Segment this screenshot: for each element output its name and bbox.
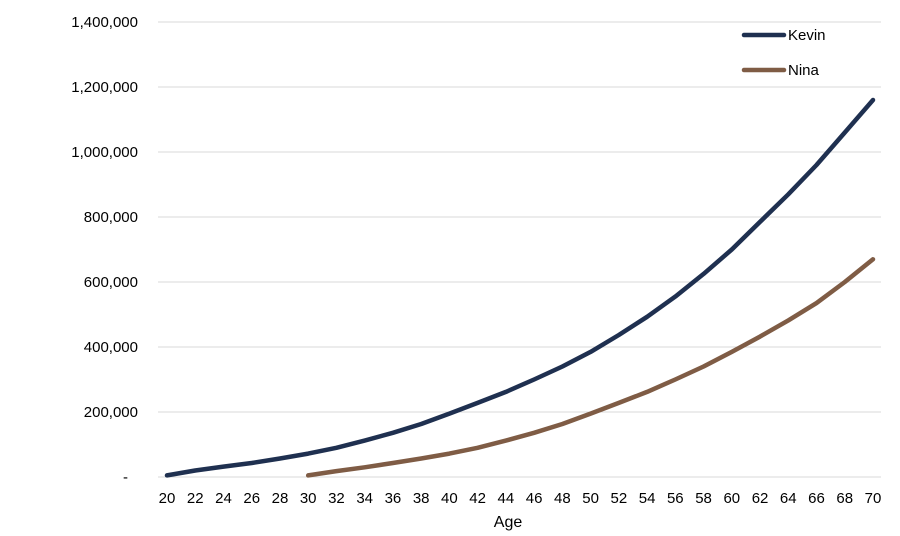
x-tick-label: 60 — [723, 490, 740, 507]
x-tick-label: 40 — [441, 490, 458, 507]
x-tick-label: 70 — [865, 490, 882, 507]
x-tick-label: 42 — [469, 490, 486, 507]
x-tick-label: 66 — [808, 490, 825, 507]
x-tick-label: 28 — [272, 490, 289, 507]
x-tick-label: 64 — [780, 490, 797, 507]
gridlines — [158, 21, 881, 478]
x-tick-label: 32 — [328, 490, 345, 507]
legend: Kevin Nina — [741, 27, 826, 79]
x-tick-label: 30 — [300, 490, 317, 507]
x-tick-label: 44 — [498, 490, 515, 507]
x-tick-label: 24 — [215, 490, 232, 507]
x-tick-label: 68 — [836, 490, 853, 507]
series-lines — [164, 97, 876, 478]
y-tick-label: 800,000 — [84, 209, 138, 226]
x-tick-label: 48 — [554, 490, 571, 507]
x-axis-title: Age — [494, 514, 523, 531]
y-tick-label: - — [123, 469, 128, 486]
y-tick-label: 1,200,000 — [71, 79, 138, 96]
x-tick-label: 52 — [610, 490, 627, 507]
x-tick-label: 34 — [356, 490, 373, 507]
x-tick-label: 62 — [752, 490, 769, 507]
y-tick-label: 1,000,000 — [71, 144, 138, 161]
y-tick-label: 400,000 — [84, 339, 138, 356]
legend-label-nina: Nina — [788, 62, 820, 79]
x-tick-label: 22 — [187, 490, 204, 507]
y-axis-ticks: - 200,000 400,000 600,000 800,000 1,000,000 1,… — [71, 14, 138, 486]
x-tick-label: 38 — [413, 490, 430, 507]
legend-label-kevin: Kevin — [788, 27, 826, 44]
x-tick-label: 56 — [667, 490, 684, 507]
x-axis-ticks: 20 22 24 26 28 30 32 34 36 38 40 42 44 46 48 50 52 54 56 58… — [159, 490, 882, 507]
x-tick-label: 46 — [526, 490, 543, 507]
x-tick-label: 50 — [582, 490, 599, 507]
x-tick-label: 26 — [243, 490, 260, 507]
y-tick-label: 200,000 — [84, 404, 138, 421]
y-tick-label: 600,000 — [84, 274, 138, 291]
x-tick-label: 20 — [159, 490, 176, 507]
series-line-kevin — [164, 97, 876, 478]
series-line-nina — [305, 257, 876, 478]
x-tick-label: 58 — [695, 490, 712, 507]
y-tick-label: 1,400,000 — [71, 14, 138, 31]
x-tick-label: 54 — [639, 490, 656, 507]
x-tick-label: 36 — [385, 490, 402, 507]
